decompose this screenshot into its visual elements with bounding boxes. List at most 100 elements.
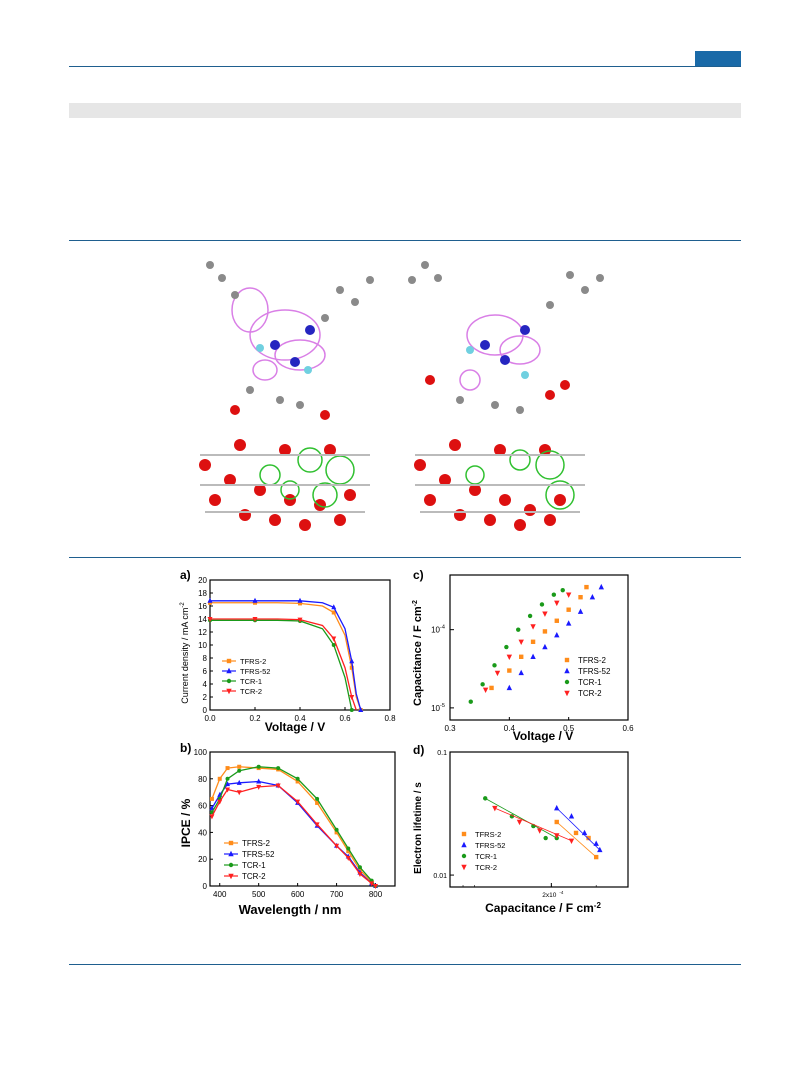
panel-a-letter: a) [180, 568, 191, 582]
data-point [357, 871, 363, 877]
panel-a-ylabel: Current density / mA cm-2 [180, 602, 190, 704]
panel-d-ylabel: Electron lifetime / s [413, 782, 424, 874]
journal-tab [695, 51, 741, 66]
data-point [369, 881, 375, 887]
data-point [566, 607, 571, 612]
data-point [236, 790, 242, 796]
legend-label: TCR-2 [242, 872, 266, 881]
series-line-tcr-2 [210, 618, 357, 711]
lifetime-chart: d) Capacitance / F cm-2 Electron lifetim… [413, 743, 629, 915]
y-tick-label: 6 [203, 667, 208, 676]
legend-marker [461, 831, 467, 837]
data-point [256, 784, 262, 790]
caption-band [69, 103, 741, 118]
data-point [468, 699, 473, 704]
legend-label: TCR-2 [578, 689, 602, 698]
data-point [589, 594, 596, 600]
fit-line [556, 821, 597, 858]
data-point [554, 804, 560, 811]
data-point [554, 833, 560, 839]
series-line-tfrs-2 [210, 602, 362, 711]
legend-marker [564, 667, 570, 674]
data-point [586, 835, 591, 841]
data-point [358, 707, 364, 712]
series-line-tfrs-52 [210, 600, 362, 711]
y-tick-label: 16 [198, 602, 207, 611]
data-point [209, 796, 214, 801]
data-point [236, 779, 242, 785]
data-point [504, 644, 509, 650]
y-tick-label: 0.1 [437, 750, 447, 757]
data-point [507, 668, 512, 673]
data-point [256, 764, 261, 769]
legend-label: TCR-1 [240, 677, 262, 686]
legend-label: TFRS-52 [475, 841, 505, 850]
data-point [581, 829, 588, 836]
data-point [578, 595, 583, 600]
panel-d-letter: d) [413, 743, 424, 757]
data-point [225, 781, 231, 787]
y-tick-label: 40 [198, 828, 207, 837]
y-tick-label: 10 [198, 641, 207, 650]
data-point [530, 653, 536, 659]
data-point [542, 643, 548, 650]
capacitance-chart: c) Voltage / V Capacitance / F cm-2 0.3 0… [412, 568, 634, 743]
y-tick-label: 80 [198, 775, 207, 784]
y-tick-label: 10 [431, 704, 440, 713]
legend-marker [228, 850, 234, 857]
data-point [516, 819, 523, 826]
y-tick-label: 0 [203, 882, 208, 891]
legend-marker [226, 678, 232, 684]
legend-label: TFRS-2 [242, 839, 271, 848]
data-point [295, 776, 300, 781]
ipce-chart: b) Wavelength / nm IPCE / % 400 500 600 700… [179, 741, 396, 917]
data-point [297, 597, 303, 603]
y-tick-label: 0.01 [433, 873, 447, 880]
data-point [276, 766, 281, 771]
data-point [554, 819, 559, 825]
section-rule-2 [69, 557, 741, 558]
data-point [315, 796, 320, 801]
data-point [298, 601, 302, 606]
data-point [314, 822, 320, 828]
y-tick-exponent: -5 [440, 703, 445, 709]
x-tick-label: 0.4 [294, 714, 306, 723]
data-point [331, 636, 337, 642]
data-point [597, 846, 603, 853]
data-point [542, 629, 548, 634]
data-point [334, 843, 340, 849]
x-tick-label: 0.5 [563, 724, 575, 733]
x-tick-label: 400 [213, 890, 227, 899]
data-point [554, 600, 560, 607]
legend-marker [564, 690, 570, 697]
y-tick-label: 20 [198, 576, 207, 585]
data-point [209, 814, 215, 820]
data-point [482, 687, 489, 694]
data-point [519, 654, 524, 659]
data-point [539, 602, 545, 607]
data-point [217, 799, 223, 805]
data-point [349, 658, 355, 664]
y-tick-label: 60 [198, 802, 207, 811]
legend-marker [564, 657, 570, 663]
y-tick-exponent: -4 [440, 625, 445, 631]
x-tick-label: 0.4 [504, 724, 516, 733]
data-point [225, 787, 231, 793]
legend-marker [564, 679, 570, 685]
data-point [492, 805, 498, 812]
data-point [225, 766, 230, 771]
x-tick-label: 600 [291, 890, 305, 899]
legend-marker [228, 840, 234, 846]
data-point [237, 764, 242, 769]
x-tick-label: 0.8 [384, 714, 396, 723]
data-point [297, 617, 303, 623]
data-point [345, 855, 351, 861]
data-point [551, 592, 557, 597]
x-tick-label: 0.6 [622, 724, 634, 733]
data-point [568, 838, 575, 844]
fit-line [494, 807, 572, 842]
data-point [530, 624, 536, 630]
data-point [543, 835, 548, 841]
legend-label: TFRS-2 [475, 830, 501, 839]
data-point [483, 796, 488, 801]
